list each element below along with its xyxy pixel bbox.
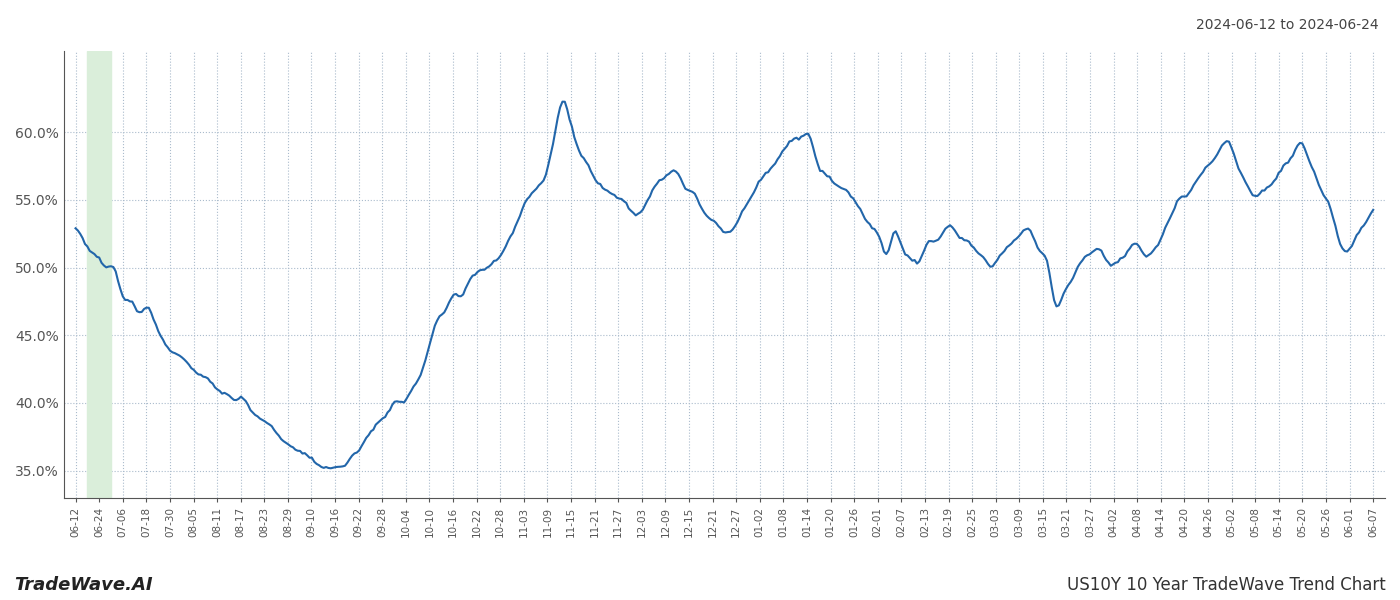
Text: US10Y 10 Year TradeWave Trend Chart: US10Y 10 Year TradeWave Trend Chart xyxy=(1067,576,1386,594)
Text: TradeWave.AI: TradeWave.AI xyxy=(14,576,153,594)
Text: 2024-06-12 to 2024-06-24: 2024-06-12 to 2024-06-24 xyxy=(1197,18,1379,32)
Bar xyxy=(87,51,111,498)
